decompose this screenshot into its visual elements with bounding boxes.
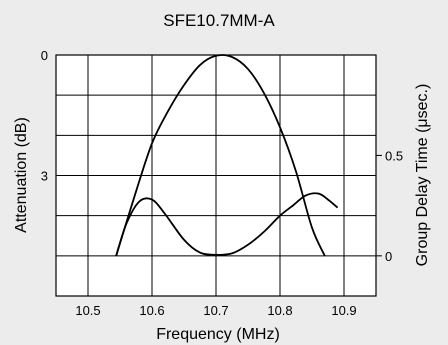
group-delay-line (115, 192, 339, 257)
x-tick-label: 10.9 (331, 303, 356, 318)
y-right-tick-label: 0 (385, 249, 392, 264)
y-axis-left-label: Attenuation (dB) (13, 117, 30, 233)
x-tick-label: 10.8 (267, 303, 292, 318)
x-tick-label: 10.6 (139, 303, 164, 318)
x-tick-label: 10.7 (203, 303, 228, 318)
attenuation-line (115, 54, 326, 257)
y-right-tick-label: 0.5 (385, 148, 403, 163)
plot-area: 10.5 10.6 10.7 10.8 10.9 0 3 0.5 0 (41, 48, 403, 318)
x-axis-label: Frequency (MHz) (156, 326, 280, 343)
y-axis-right-label: Group Delay Time (μsec.) (414, 84, 431, 267)
y-left-tick-label: 0 (41, 48, 48, 63)
x-tick-label: 10.5 (75, 303, 100, 318)
chart-title: SFE10.7MM-A (163, 11, 275, 30)
y-left-tick-label: 3 (41, 169, 48, 184)
